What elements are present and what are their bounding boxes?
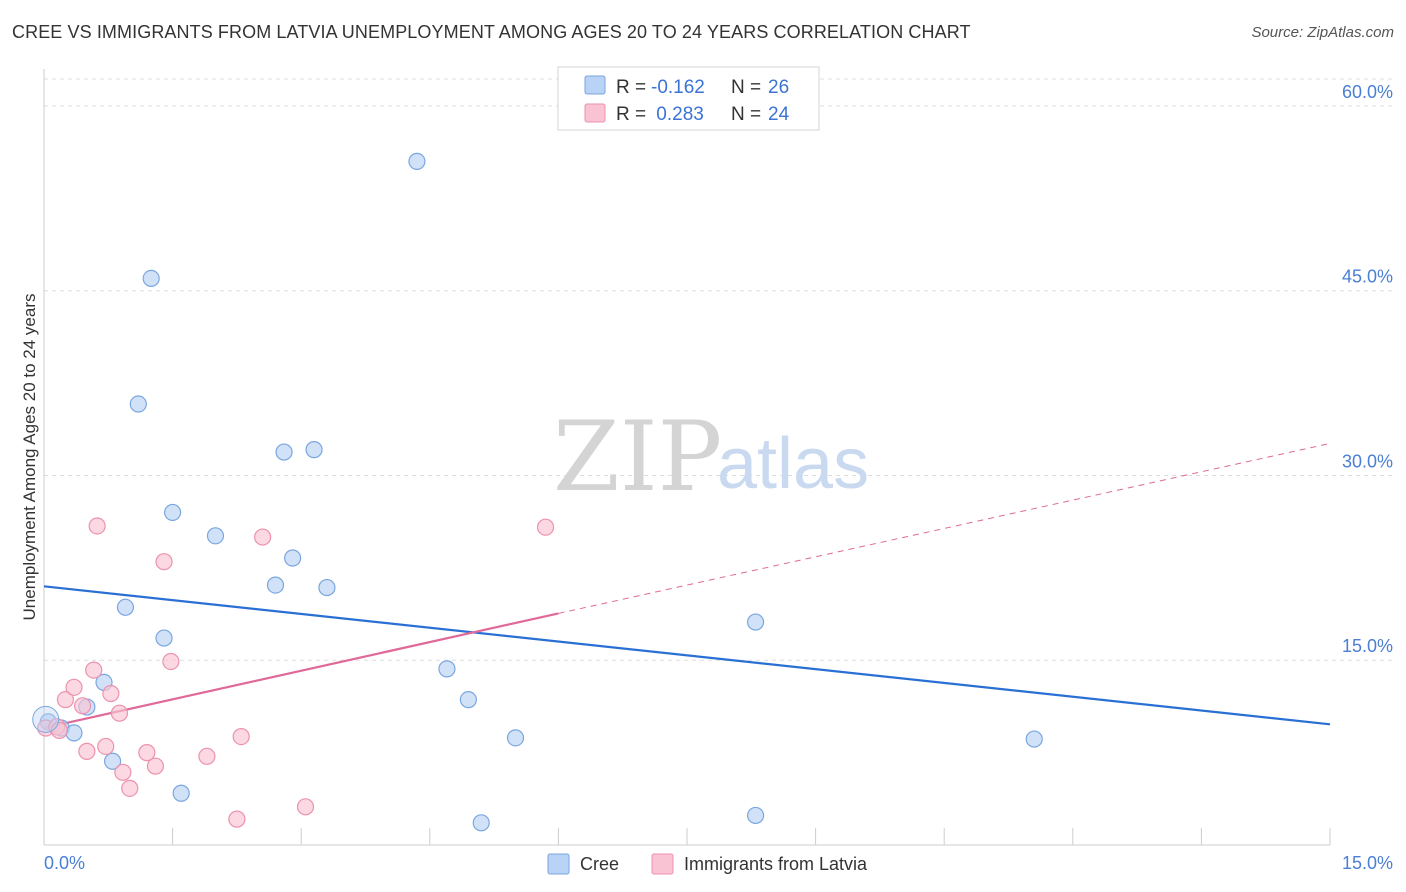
- series-legend-swatch-latvia: [651, 853, 674, 875]
- y-tick-labels: 15.0% 30.0% 45.0% 60.0%: [1342, 82, 1393, 656]
- axes: [43, 69, 1331, 846]
- chart-title: CREE VS IMMIGRANTS FROM LATVIA UNEMPLOYM…: [12, 22, 971, 42]
- point-latvia: [114, 763, 132, 781]
- point-cree: [103, 752, 122, 770]
- point-cree: [305, 441, 323, 459]
- y-axis-title: Unemployment Among Ages 20 to 24 years: [20, 294, 39, 621]
- legend-n-value-latvia: 24: [768, 104, 790, 125]
- point-cluster-cree: [32, 705, 60, 733]
- point-cree: [438, 660, 456, 678]
- y-tick-label: 15.0%: [1342, 636, 1393, 656]
- point-cree: [142, 269, 160, 287]
- point-latvia: [65, 678, 83, 696]
- point-latvia: [85, 661, 103, 679]
- point-cree: [459, 691, 477, 709]
- point-latvia: [155, 553, 173, 571]
- point-latvia: [50, 721, 69, 740]
- x-tick-label-max: 15.0%: [1342, 853, 1393, 873]
- point-latvia: [296, 798, 315, 816]
- legend-r-value-latvia: 0.283: [651, 104, 704, 125]
- point-cree: [746, 806, 765, 825]
- point-latvia: [56, 691, 75, 709]
- legend-swatch-cree: [584, 75, 606, 95]
- data-points: [32, 152, 1043, 832]
- y-tick-label: 45.0%: [1342, 267, 1393, 287]
- point-latvia: [536, 518, 555, 536]
- point-latvia: [73, 697, 92, 715]
- series-legend-swatch-cree: [547, 853, 570, 875]
- watermark-atlas: atlas: [717, 424, 869, 504]
- trend-line-cree: [43, 585, 1331, 726]
- point-latvia: [146, 757, 165, 775]
- point-cree: [506, 729, 525, 747]
- legend-swatch-latvia: [584, 103, 606, 123]
- point-cree: [746, 613, 765, 631]
- point-latvia: [254, 528, 272, 546]
- point-latvia: [232, 728, 250, 746]
- point-cree: [275, 443, 293, 461]
- point-cree: [172, 784, 190, 802]
- chart-source: Source: ZipAtlas.com: [1251, 24, 1394, 41]
- legend-r-label-latvia: R =: [616, 104, 646, 125]
- point-latvia: [162, 652, 180, 671]
- legend-n-label-latvia: N =: [731, 104, 761, 125]
- trend-line-latvia: [43, 612, 559, 730]
- legend-n-label-cree: N =: [731, 77, 761, 98]
- point-cree: [65, 724, 83, 742]
- point-cree: [1025, 730, 1043, 748]
- point-cree: [408, 152, 426, 170]
- point-cree: [472, 814, 490, 832]
- legend-r-value-cree: -0.162: [651, 77, 705, 98]
- point-latvia: [110, 704, 129, 722]
- point-cree: [116, 598, 135, 616]
- point-latvia: [228, 810, 246, 828]
- x-tick-label-min: 0.0%: [44, 853, 85, 873]
- watermark-zip: ZIP: [553, 401, 722, 513]
- y-tick-label: 30.0%: [1342, 451, 1393, 471]
- point-latvia: [121, 779, 139, 797]
- point-latvia: [88, 517, 106, 535]
- point-latvia: [97, 737, 115, 756]
- point-latvia: [78, 742, 96, 760]
- trend-lines: [43, 442, 1331, 730]
- point-cree: [155, 629, 173, 647]
- legend-r-label-cree: R =: [616, 77, 646, 98]
- point-cree: [284, 549, 302, 567]
- point-latvia: [138, 744, 156, 762]
- point-latvia: [102, 684, 120, 703]
- series-legend-label-latvia: Immigrants from Latvia: [684, 854, 868, 874]
- point-cree: [266, 576, 285, 594]
- legend-n-value-cree: 26: [768, 77, 789, 98]
- watermark: ZIP atlas: [553, 401, 869, 513]
- point-cree: [318, 578, 336, 597]
- series-legend-label-cree: Cree: [580, 854, 619, 874]
- point-cree: [164, 503, 182, 522]
- stats-legend: R = -0.162 N = 26 R = 0.283 N = 24: [557, 66, 820, 131]
- point-latvia: [198, 747, 216, 765]
- y-tick-label: 60.0%: [1342, 82, 1393, 102]
- point-cree: [206, 527, 225, 545]
- series-legend: Cree Immigrants from Latvia: [547, 853, 868, 875]
- gridlines: [44, 78, 1393, 661]
- point-cree: [129, 395, 147, 413]
